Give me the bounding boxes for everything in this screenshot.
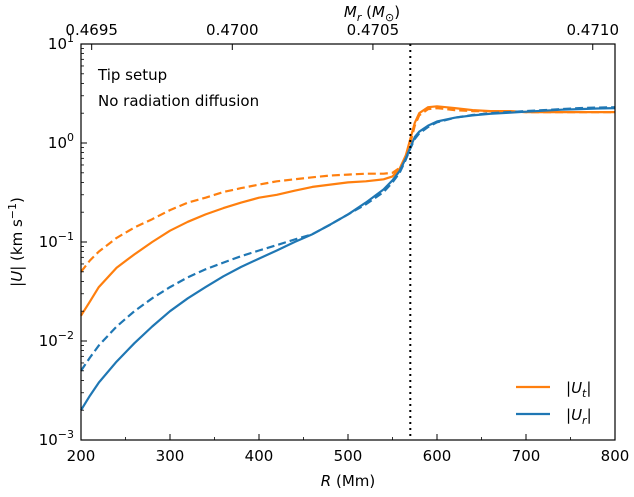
annotation-setup: Tip setup — [97, 66, 167, 84]
top-tick-label: 0.4695 — [65, 21, 118, 39]
y-tick-label: 10−3 — [39, 428, 74, 449]
y-tick-label: 100 — [48, 131, 74, 152]
y-tick-label: 10−2 — [39, 329, 74, 350]
ticks-layer: 200 300 400 500 600 700 800 0.4695 0.4700 0.4705 0… — [39, 21, 630, 465]
top-tick-label: 0.4700 — [206, 21, 259, 39]
y-tick-label: 101 — [48, 32, 74, 53]
legend: |Ut| |Ur| — [516, 379, 592, 427]
x-tick-label: 600 — [423, 447, 452, 465]
x-tick-label: 700 — [512, 447, 541, 465]
legend-label-ur: |Ur| — [566, 406, 592, 427]
annotation-diffusion: No radiation diffusion — [98, 92, 259, 110]
series-line-2 — [80, 107, 616, 411]
y-axis-label: |U| (km s−1) — [6, 197, 26, 287]
series-layer — [80, 105, 616, 411]
x-tick-label: 800 — [601, 447, 630, 465]
series-line-3 — [80, 106, 616, 372]
legend-label-ut: |Ut| — [566, 379, 591, 400]
x-tick-label: 300 — [156, 447, 185, 465]
x-tick-label: 400 — [245, 447, 274, 465]
series-line-1 — [80, 106, 615, 273]
series-line-0 — [80, 105, 615, 317]
y-tick-label: 10−1 — [39, 230, 74, 251]
top-axis-label: Mr (M⊙) — [344, 3, 400, 24]
top-tick-label: 0.4705 — [347, 21, 400, 39]
top-tick-label: 0.4710 — [567, 21, 620, 39]
x-tick-label: 500 — [334, 447, 363, 465]
x-axis-label: R (Mm) — [321, 472, 375, 490]
x-tick-label: 200 — [67, 447, 96, 465]
